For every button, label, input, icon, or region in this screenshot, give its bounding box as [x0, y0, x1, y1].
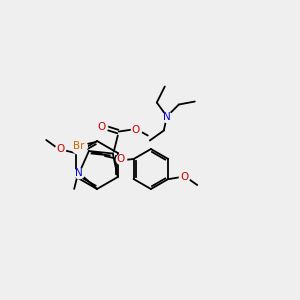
- Text: O: O: [180, 172, 188, 182]
- Point: [164, 114, 169, 119]
- Text: O: O: [56, 144, 64, 154]
- Text: O: O: [117, 154, 125, 164]
- Point: [77, 170, 82, 175]
- Point: [76, 144, 81, 148]
- Text: O: O: [132, 124, 140, 134]
- Text: Br: Br: [73, 141, 85, 151]
- Text: O: O: [98, 122, 106, 131]
- Point: [134, 127, 138, 132]
- Text: N: N: [75, 168, 83, 178]
- Point: [99, 124, 104, 129]
- Point: [58, 147, 63, 152]
- Point: [182, 175, 187, 179]
- Point: [118, 157, 123, 161]
- Text: N: N: [163, 112, 171, 122]
